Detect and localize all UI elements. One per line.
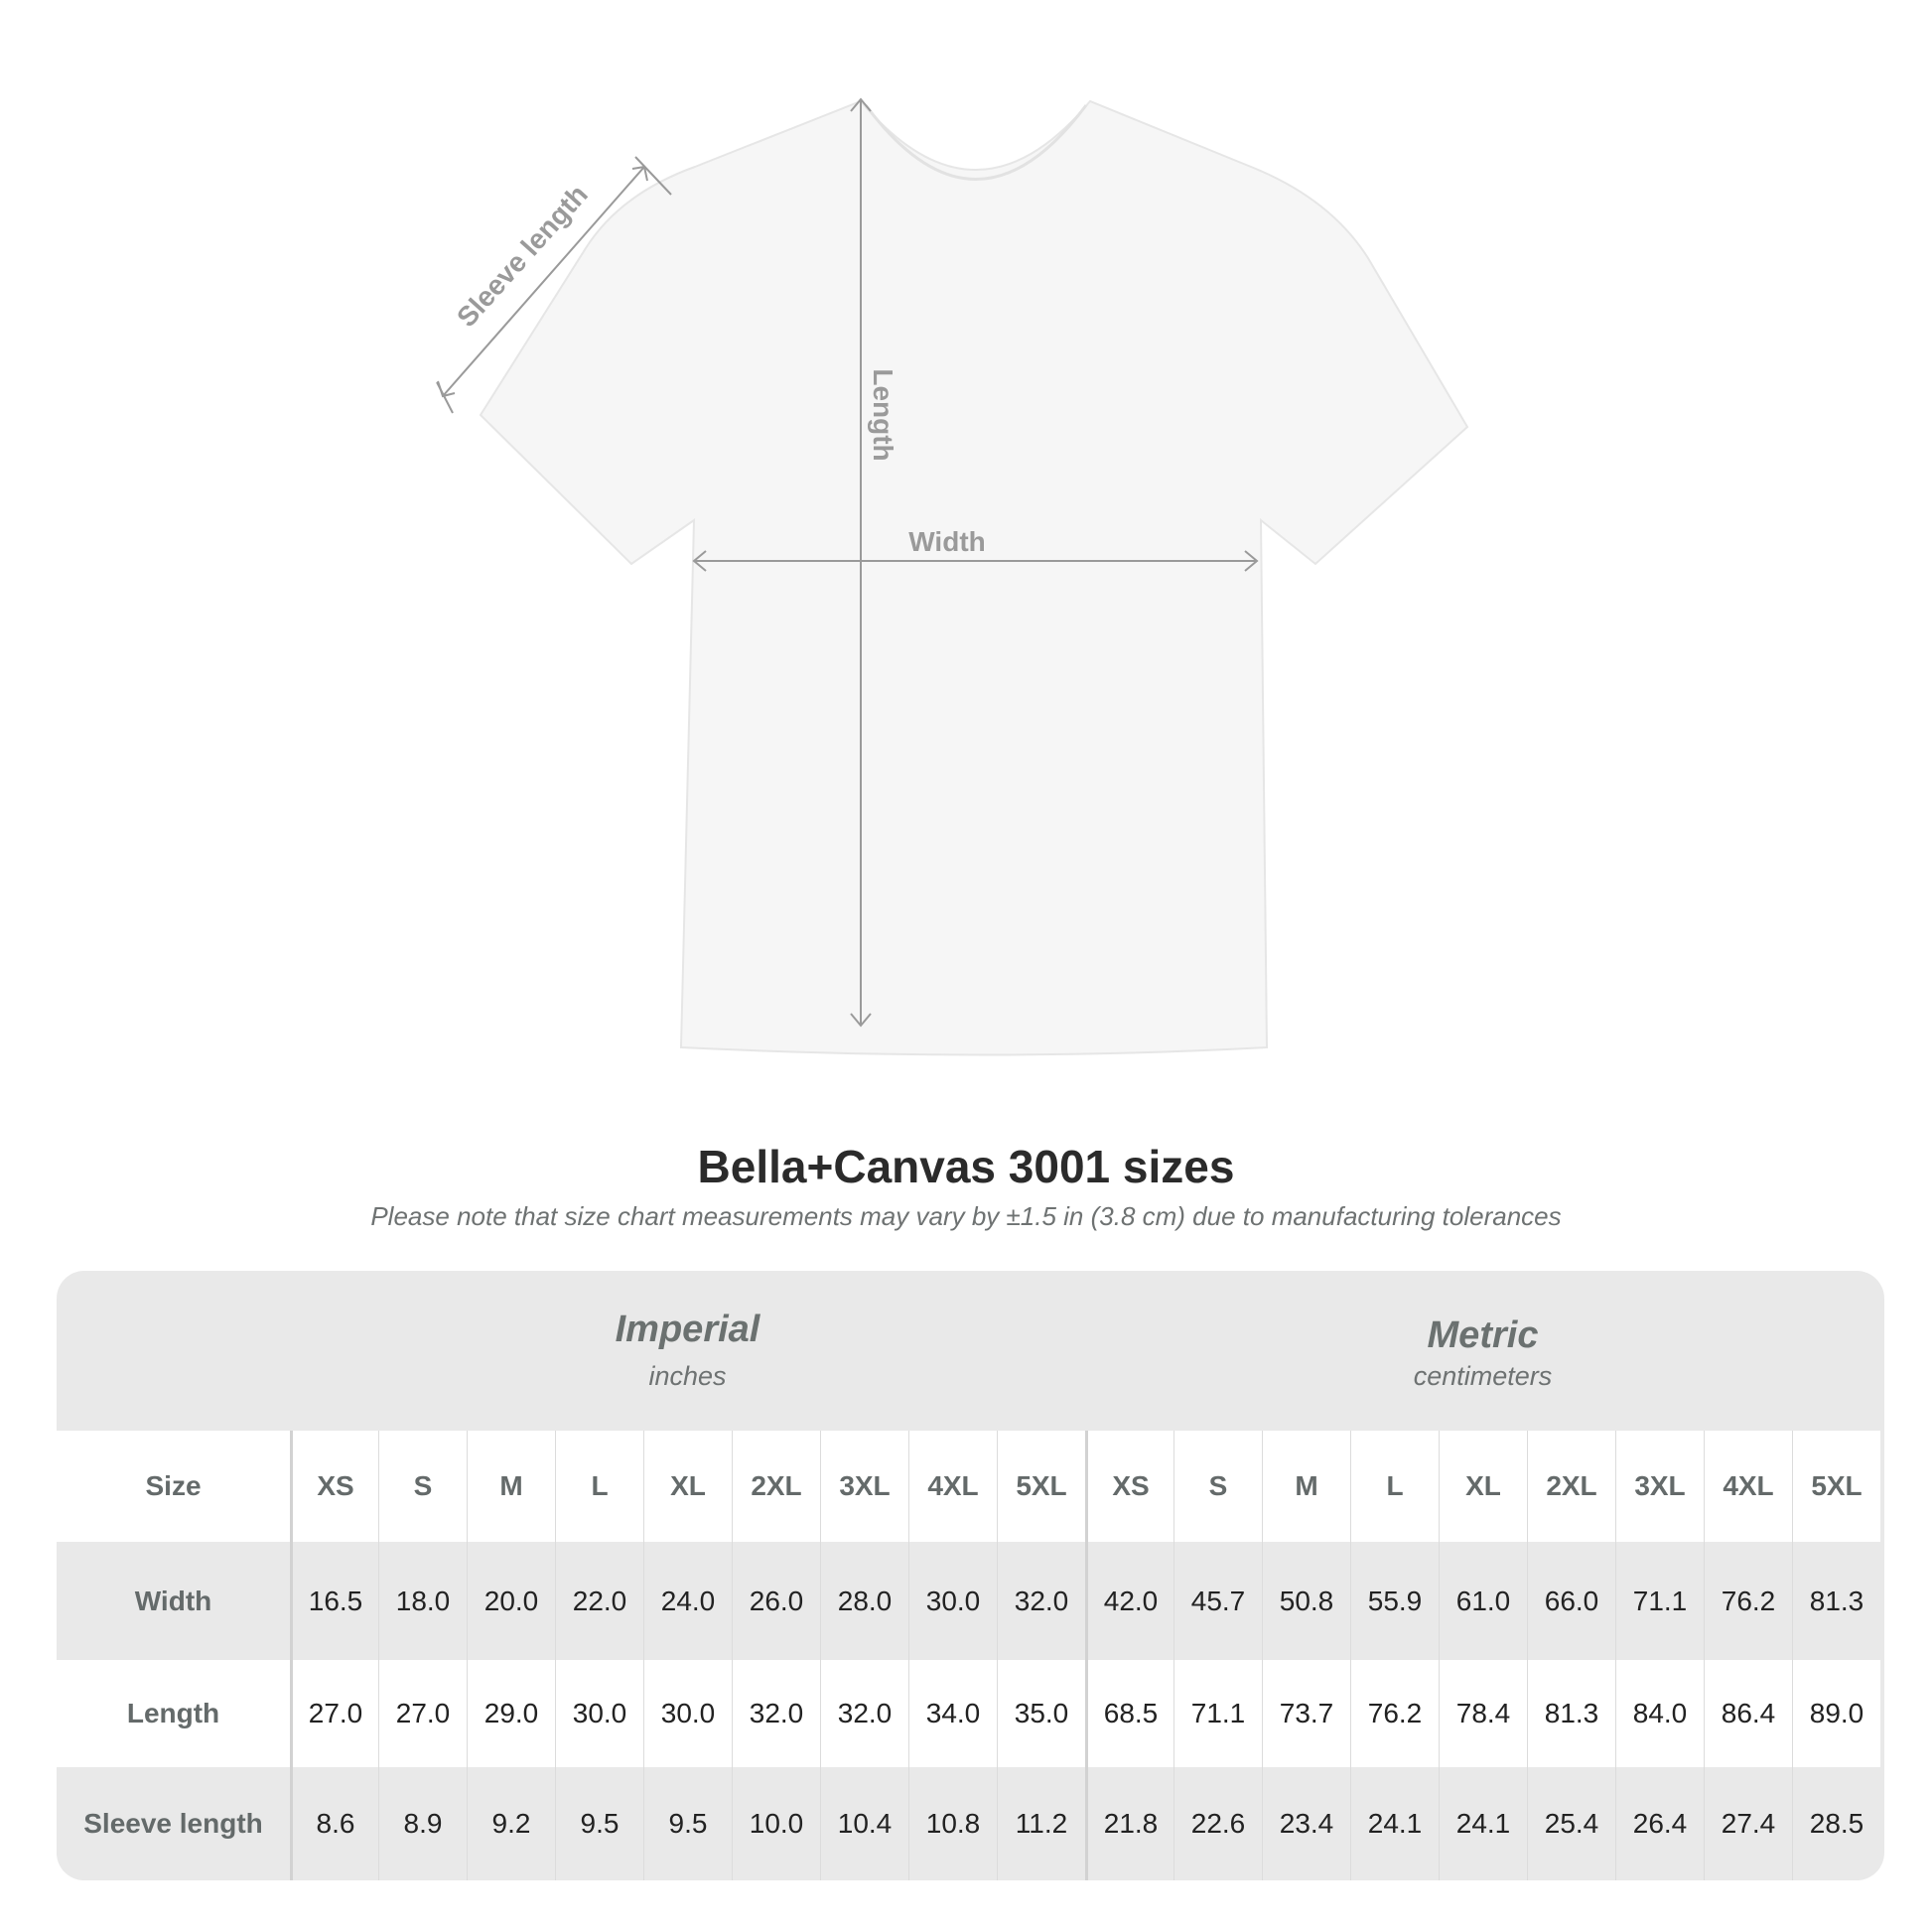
- metric-value-cell: 73.7: [1262, 1660, 1350, 1767]
- imperial-size-header: S: [378, 1431, 467, 1542]
- imperial-header: Imperial inches: [290, 1271, 1085, 1468]
- imperial-value-cell: 32.0: [732, 1660, 820, 1767]
- metric-value-cell: 68.5: [1085, 1660, 1173, 1767]
- row-label: Width: [57, 1542, 290, 1660]
- imperial-value-cell: 32.0: [997, 1542, 1085, 1660]
- metric-value-cell: 84.0: [1615, 1660, 1704, 1767]
- metric-value-cell: 71.1: [1173, 1660, 1262, 1767]
- metric-value-cell: 27.4: [1704, 1767, 1792, 1880]
- imperial-value-cell: 20.0: [467, 1542, 555, 1660]
- imperial-value-cell: 9.5: [643, 1767, 732, 1880]
- tshirt-image: [479, 99, 1469, 1056]
- metric-value-cell: 50.8: [1262, 1542, 1350, 1660]
- size-table: Imperial inches Metric centimeters Size X…: [57, 1271, 1884, 1880]
- metric-value-cell: 76.2: [1350, 1660, 1439, 1767]
- imperial-value-cell: 27.0: [378, 1660, 467, 1767]
- row-label: Sleeve length: [57, 1767, 290, 1880]
- width-label: Width: [908, 526, 986, 557]
- imperial-value-cell: 8.9: [378, 1767, 467, 1880]
- metric-size-header: L: [1350, 1431, 1439, 1542]
- imperial-value-cell: 29.0: [467, 1660, 555, 1767]
- metric-value-cell: 66.0: [1527, 1542, 1615, 1660]
- imperial-value-cell: 34.0: [908, 1660, 997, 1767]
- metric-size-header: 4XL: [1704, 1431, 1792, 1542]
- length-label: Length: [868, 368, 898, 461]
- metric-value-cell: 28.5: [1792, 1767, 1880, 1880]
- metric-header: Metric centimeters: [1085, 1271, 1880, 1474]
- imperial-value-cell: 10.8: [908, 1767, 997, 1880]
- metric-title: Metric: [1427, 1314, 1539, 1356]
- collar: [864, 104, 1088, 181]
- metric-value-cell: 22.6: [1173, 1767, 1262, 1880]
- imperial-size-header: 3XL: [820, 1431, 908, 1542]
- imperial-value-cell: 22.0: [555, 1542, 643, 1660]
- imperial-size-header: L: [555, 1431, 643, 1542]
- imperial-unit: inches: [648, 1361, 727, 1391]
- tshirt-diagram: Sleeve length Length Width: [436, 97, 1469, 1056]
- metric-size-header: 3XL: [1615, 1431, 1704, 1542]
- imperial-value-cell: 35.0: [997, 1660, 1085, 1767]
- metric-value-cell: 45.7: [1173, 1542, 1262, 1660]
- row-label: Length: [57, 1660, 290, 1767]
- imperial-value-cell: 16.5: [290, 1542, 378, 1660]
- imperial-title: Imperial: [615, 1309, 760, 1350]
- imperial-value-cell: 26.0: [732, 1542, 820, 1660]
- imperial-value-cell: 32.0: [820, 1660, 908, 1767]
- imperial-size-header: 4XL: [908, 1431, 997, 1542]
- metric-value-cell: 26.4: [1615, 1767, 1704, 1880]
- metric-value-cell: 55.9: [1350, 1542, 1439, 1660]
- metric-size-header: XL: [1439, 1431, 1527, 1542]
- metric-value-cell: 21.8: [1085, 1767, 1173, 1880]
- imperial-size-header: XL: [643, 1431, 732, 1542]
- imperial-value-cell: 27.0: [290, 1660, 378, 1767]
- imperial-value-cell: 30.0: [643, 1660, 732, 1767]
- imperial-size-header: XS: [290, 1431, 378, 1542]
- imperial-value-cell: 8.6: [290, 1767, 378, 1880]
- metric-size-header: 2XL: [1527, 1431, 1615, 1542]
- metric-value-cell: 86.4: [1704, 1660, 1792, 1767]
- metric-value-cell: 24.1: [1439, 1767, 1527, 1880]
- metric-value-cell: 81.3: [1792, 1542, 1880, 1660]
- metric-size-header: M: [1262, 1431, 1350, 1542]
- imperial-size-header: 2XL: [732, 1431, 820, 1542]
- metric-size-header: 5XL: [1792, 1431, 1880, 1542]
- metric-value-cell: 23.4: [1262, 1767, 1350, 1880]
- metric-value-cell: 71.1: [1615, 1542, 1704, 1660]
- page-title: Bella+Canvas 3001 sizes: [697, 1141, 1235, 1192]
- imperial-value-cell: 24.0: [643, 1542, 732, 1660]
- metric-value-cell: 76.2: [1704, 1542, 1792, 1660]
- sleeve-arrow: [442, 166, 645, 397]
- imperial-size-header: M: [467, 1431, 555, 1542]
- metric-value-cell: 78.4: [1439, 1660, 1527, 1767]
- imperial-value-cell: 9.5: [555, 1767, 643, 1880]
- metric-value-cell: 81.3: [1527, 1660, 1615, 1767]
- imperial-value-cell: 28.0: [820, 1542, 908, 1660]
- imperial-value-cell: 11.2: [997, 1767, 1085, 1880]
- imperial-value-cell: 9.2: [467, 1767, 555, 1880]
- size-header-label: Size: [57, 1431, 290, 1542]
- imperial-value-cell: 10.0: [732, 1767, 820, 1880]
- imperial-value-cell: 18.0: [378, 1542, 467, 1660]
- metric-value-cell: 89.0: [1792, 1660, 1880, 1767]
- metric-value-cell: 61.0: [1439, 1542, 1527, 1660]
- metric-unit: centimeters: [1413, 1361, 1553, 1391]
- imperial-value-cell: 30.0: [555, 1660, 643, 1767]
- imperial-value-cell: 10.4: [820, 1767, 908, 1880]
- metric-value-cell: 42.0: [1085, 1542, 1173, 1660]
- metric-size-header: XS: [1085, 1431, 1173, 1542]
- metric-value-cell: 25.4: [1527, 1767, 1615, 1880]
- metric-value-cell: 24.1: [1350, 1767, 1439, 1880]
- tolerance-note: Please note that size chart measurements…: [370, 1201, 1562, 1231]
- imperial-size-header: 5XL: [997, 1431, 1085, 1542]
- metric-size-header: S: [1173, 1431, 1262, 1542]
- imperial-value-cell: 30.0: [908, 1542, 997, 1660]
- size-grid: Size XS S M L XL 2XL 3XL 4XL 5XL XS S M L XL 2XL 3XL 4XL 5…: [57, 1431, 1880, 1880]
